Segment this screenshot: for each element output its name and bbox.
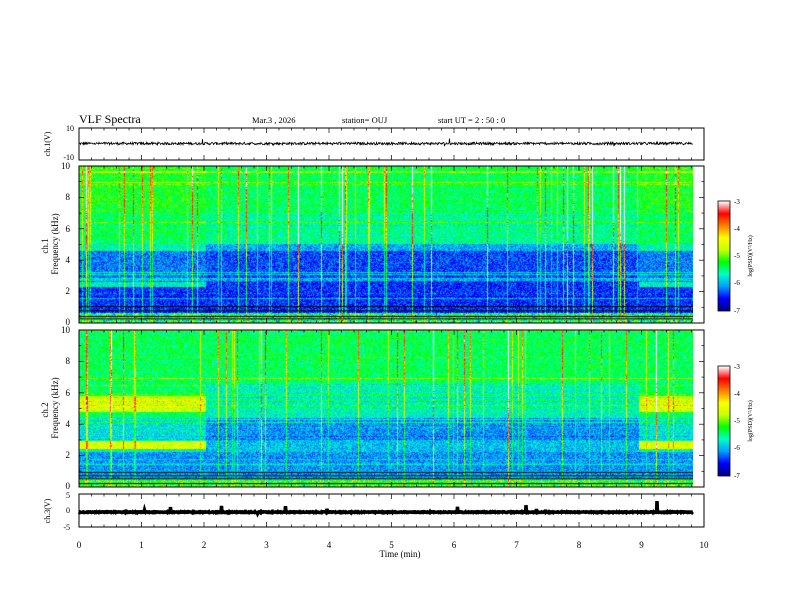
ch2-spectrogram-image	[79, 330, 693, 487]
ch3-ytick-bottom: -5	[63, 523, 70, 532]
header-station: station= OUJ	[342, 115, 388, 125]
ch2-ytick-0: 0	[66, 481, 71, 491]
ch1-spectrogram-panel: 0 2 4 6 8 10 Frequency (kHz) ch.1	[40, 161, 705, 327]
cb1-tick-m6: -6	[734, 279, 740, 287]
ch2-spectrogram-ticks	[78, 329, 705, 488]
ch2-colorbar-image	[718, 366, 730, 476]
header-date: Mar.3 , 2026	[252, 115, 295, 125]
ch2-ytick-2: 2	[66, 450, 71, 460]
x-tick-label-3: 3	[264, 540, 269, 550]
x-axis-tick-labels: 0 1 2 3 4 5 6 7 8 9 10	[77, 540, 709, 550]
ch1-freq-ylabel: Frequency (kHz)	[50, 213, 60, 274]
x-tick-label-6: 6	[452, 540, 457, 550]
ch3-ytick-top: 5	[66, 491, 70, 500]
ch1-spectrogram-image	[79, 166, 693, 323]
ch3-waveform-line	[77, 501, 694, 518]
cb1-tick-m4: -4	[734, 225, 740, 233]
x-tick-label-0: 0	[77, 540, 82, 550]
cb1-label: log(PSD)(V²/Hz)	[747, 235, 754, 276]
ch3-waveform-ylabel: ch.3(V)	[43, 498, 52, 523]
x-tick-label-10: 10	[700, 540, 710, 550]
cb2-tick-m6: -6	[734, 444, 740, 452]
ch1-ytick-top: 10	[66, 124, 74, 133]
x-tick-label-7: 7	[514, 540, 519, 550]
ch2-ytick-6: 6	[66, 388, 71, 398]
header-start-time: start UT = 2 : 50 : 0	[438, 115, 505, 125]
x-tick-label-9: 9	[639, 540, 644, 550]
figure-title: VLF Spectra	[79, 112, 141, 126]
x-tick-label-1: 1	[139, 540, 144, 550]
cb1-tick-m5: -5	[734, 252, 740, 260]
ch1-ytick-6: 6	[66, 224, 71, 234]
ch1-waveform-x-ticks	[78, 128, 705, 160]
ch2-freq-ylabel: Frequency (kHz)	[50, 377, 60, 438]
x-axis-label: Time (min)	[380, 549, 421, 559]
ch1-ytick-0: 0	[66, 317, 71, 327]
ch1-ytick-4: 4	[66, 255, 71, 265]
cb2-tick-m7: -7	[734, 472, 740, 480]
ch1-waveform-line	[78, 138, 693, 147]
ch2-ytick-10: 10	[61, 325, 71, 335]
ch3-waveform-panel: 5 0 -5 ch.3(V)	[43, 491, 705, 532]
ch1-colorbar: -3 -4 -5 -6 -7 log(PSD)(V²/Hz)	[717, 198, 754, 315]
ch1-spectrogram-ticks	[78, 165, 705, 324]
ch3-waveform-trace	[77, 501, 694, 518]
cb1-tick-m3: -3	[734, 198, 740, 206]
ch1-colorbar-frame	[717, 200, 731, 312]
cb2-tick-m5: -5	[734, 417, 740, 425]
ch1-ytick-2: 2	[66, 286, 71, 296]
ch3-waveform-x-ticks	[78, 494, 705, 527]
x-tick-label-2: 2	[202, 540, 207, 550]
ch2-ytick-8: 8	[66, 356, 71, 366]
ch2-sublabel: ch.2	[40, 402, 50, 417]
cb2-tick-m4: -4	[734, 390, 740, 398]
cb1-tick-m7: -7	[734, 307, 740, 315]
ch3-ytick-mid: 0	[66, 506, 70, 515]
ch1-sublabel: ch.1	[40, 238, 50, 253]
cb2-label: log(PSD)(V²/Hz)	[747, 400, 754, 441]
ch2-colorbar: -3 -4 -5 -6 -7 log(PSD)(V²/Hz)	[717, 363, 754, 480]
ch1-ytick-10: 10	[61, 161, 71, 171]
ch1-waveform-ylabel: ch.1(V)	[43, 131, 52, 156]
x-tick-label-5: 5	[389, 540, 394, 550]
ch2-colorbar-frame	[717, 365, 731, 477]
ch1-waveform-trace	[78, 138, 693, 147]
ch2-spectrogram-panel: 0 2 4 6 8 10 Frequency (kHz) ch.2	[40, 325, 705, 491]
ch1-ytick-bottom: -10	[63, 153, 74, 162]
ch1-colorbar-image	[718, 201, 730, 311]
ch1-waveform-panel: 10 -10 ch.1(V)	[43, 124, 705, 162]
x-tick-label-8: 8	[577, 540, 582, 550]
ch2-ytick-4: 4	[66, 419, 71, 429]
ch1-ytick-8: 8	[66, 192, 71, 202]
x-tick-label-4: 4	[327, 540, 332, 550]
cb2-tick-m3: -3	[734, 363, 740, 371]
